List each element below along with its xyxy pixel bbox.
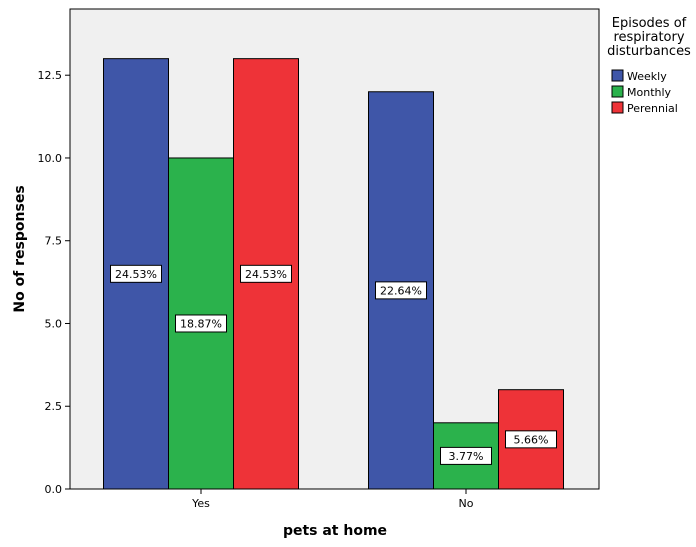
legend-title-line-3: disturbances <box>607 44 691 59</box>
legend-label-perennial: Perennial <box>627 102 678 115</box>
x-tick-label: Yes <box>191 497 210 510</box>
x-axis-title: pets at home <box>283 523 387 539</box>
legend-swatch-weekly <box>611 69 624 82</box>
legend-title-line-2: respiratory <box>613 30 684 45</box>
data-label-box <box>505 430 557 449</box>
data-label: 5.66% <box>514 433 549 446</box>
legend-label-weekly: Weekly <box>627 70 667 83</box>
data-label-box <box>110 264 162 283</box>
y-tick-label: 10.0 <box>38 152 63 165</box>
data-label: 22.64% <box>380 284 422 297</box>
legend-items: Weekly Monthly Perennial <box>611 69 678 115</box>
y-tick-label: 0.0 <box>45 483 63 496</box>
y-tick-label: 12.5 <box>38 69 63 82</box>
y-axis-title: No of responses <box>12 185 28 312</box>
legend: Episodes of respiratory disturbances Wee… <box>607 16 691 115</box>
legend-title-line-1: Episodes of <box>612 16 687 31</box>
data-label: 24.53% <box>245 268 287 281</box>
data-label-box <box>375 281 427 300</box>
bars-group: 24.53% 18.87% 24.53% 22.64% 3.77% 5.66% <box>103 58 564 490</box>
legend-swatch-perennial <box>611 101 624 114</box>
legend-label-monthly: Monthly <box>627 86 672 99</box>
legend-swatch-monthly <box>611 85 624 98</box>
data-label-box <box>240 264 292 283</box>
y-axis: 0.0 2.5 5.0 7.5 10.0 12.5 <box>38 69 70 496</box>
data-label: 24.53% <box>115 268 157 281</box>
x-axis: Yes No <box>191 489 474 510</box>
y-tick-label: 7.5 <box>45 235 63 248</box>
data-label-box <box>440 446 492 465</box>
data-label: 3.77% <box>449 450 484 463</box>
data-label-box <box>175 314 227 333</box>
data-label: 18.87% <box>180 317 222 330</box>
y-tick-label: 2.5 <box>45 400 63 413</box>
y-tick-label: 5.0 <box>45 317 63 330</box>
x-tick-label: No <box>459 497 474 510</box>
